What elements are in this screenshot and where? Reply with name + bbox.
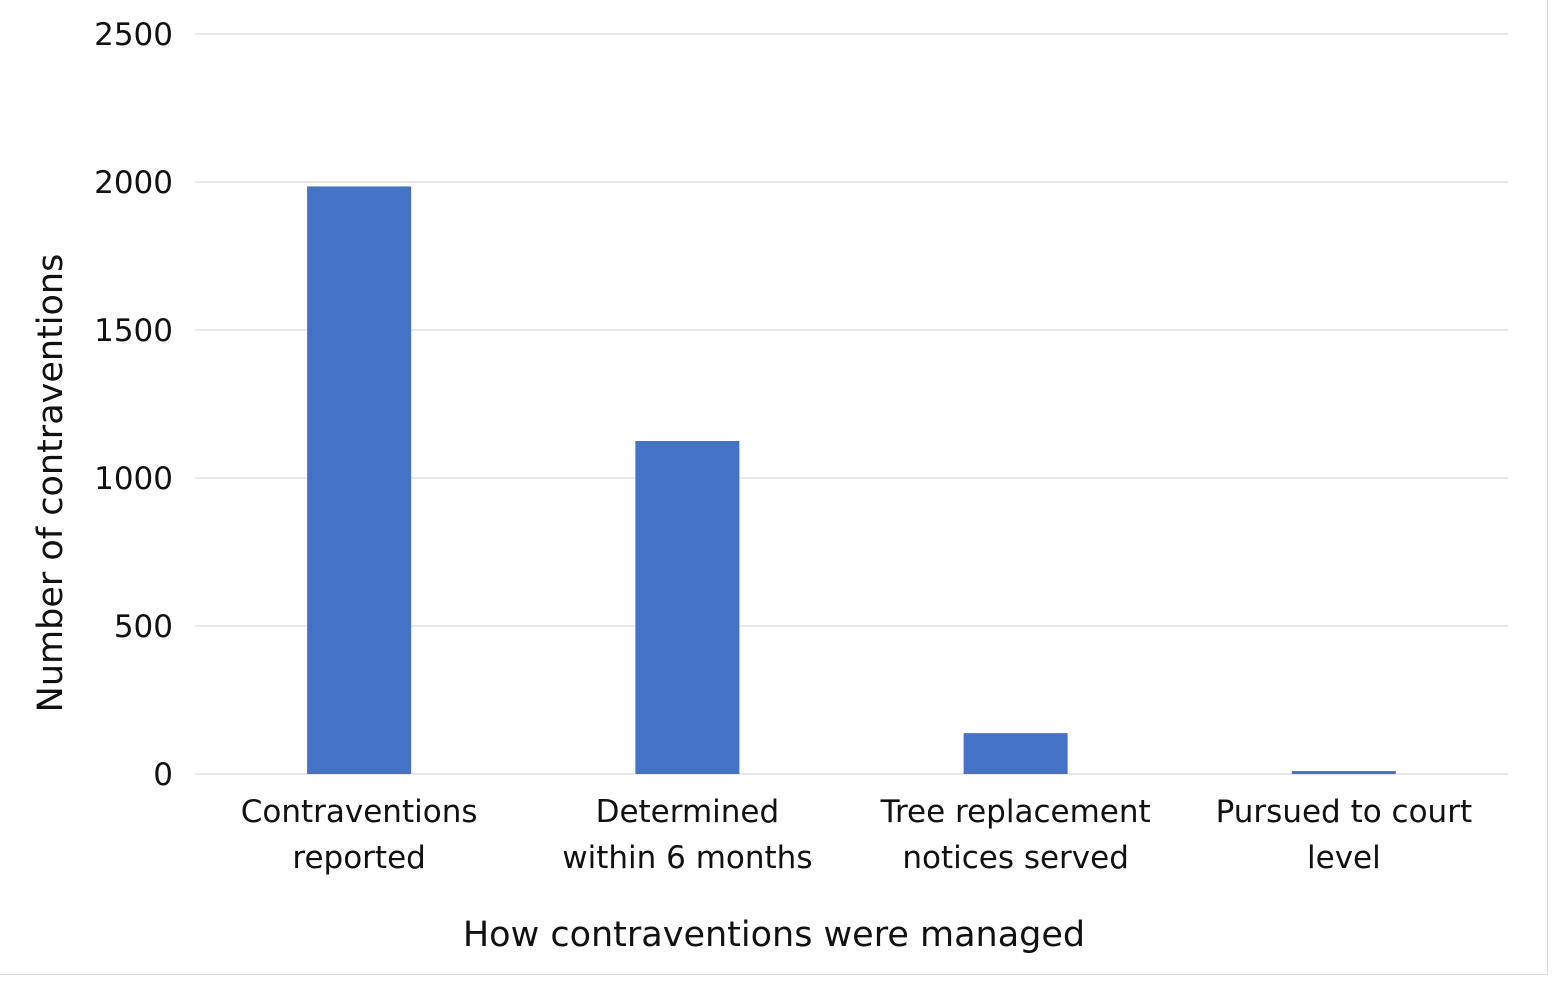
x-category-label-line: reported [292,840,425,876]
x-axis-title: How contraventions were managed [463,915,1085,955]
y-tick-label: 0 [153,757,173,793]
y-tick-label: 1500 [94,313,173,349]
bar-2 [635,441,740,774]
x-category-label: Pursued to court level [1216,794,1472,876]
y-tick-label: 2500 [94,17,173,53]
bars [307,186,1396,774]
y-tick-label: 500 [114,609,173,645]
x-category-label-line: Pursued to court [1216,794,1472,830]
x-category-label-line: within 6 months [562,840,812,876]
bar-3 [963,733,1068,774]
x-category-label-line: Determined [596,794,780,830]
x-category-label-line: Tree replacement [880,794,1151,830]
bar-4 [1291,771,1396,774]
bar-1 [307,186,412,774]
y-axis-title: Number of contraventions [31,254,71,713]
x-category-label: Tree replacement notices served [880,794,1151,876]
x-category-label-line: Contraventions [241,794,478,830]
gridlines [195,33,1508,775]
x-category-label-line: notices served [902,840,1129,876]
y-tick-label: 2000 [94,165,173,201]
y-tick-label: 1000 [94,461,173,497]
x-category-label-line: level [1307,840,1381,876]
y-axis-ticks: 0 500 1000 1500 2000 2500 [94,17,173,793]
x-category-label: Contraventions reported [241,794,478,876]
x-axis-categories: Contraventions reported Determined within 6… [241,794,1472,876]
x-category-label: Determined within 6 months [562,794,812,876]
